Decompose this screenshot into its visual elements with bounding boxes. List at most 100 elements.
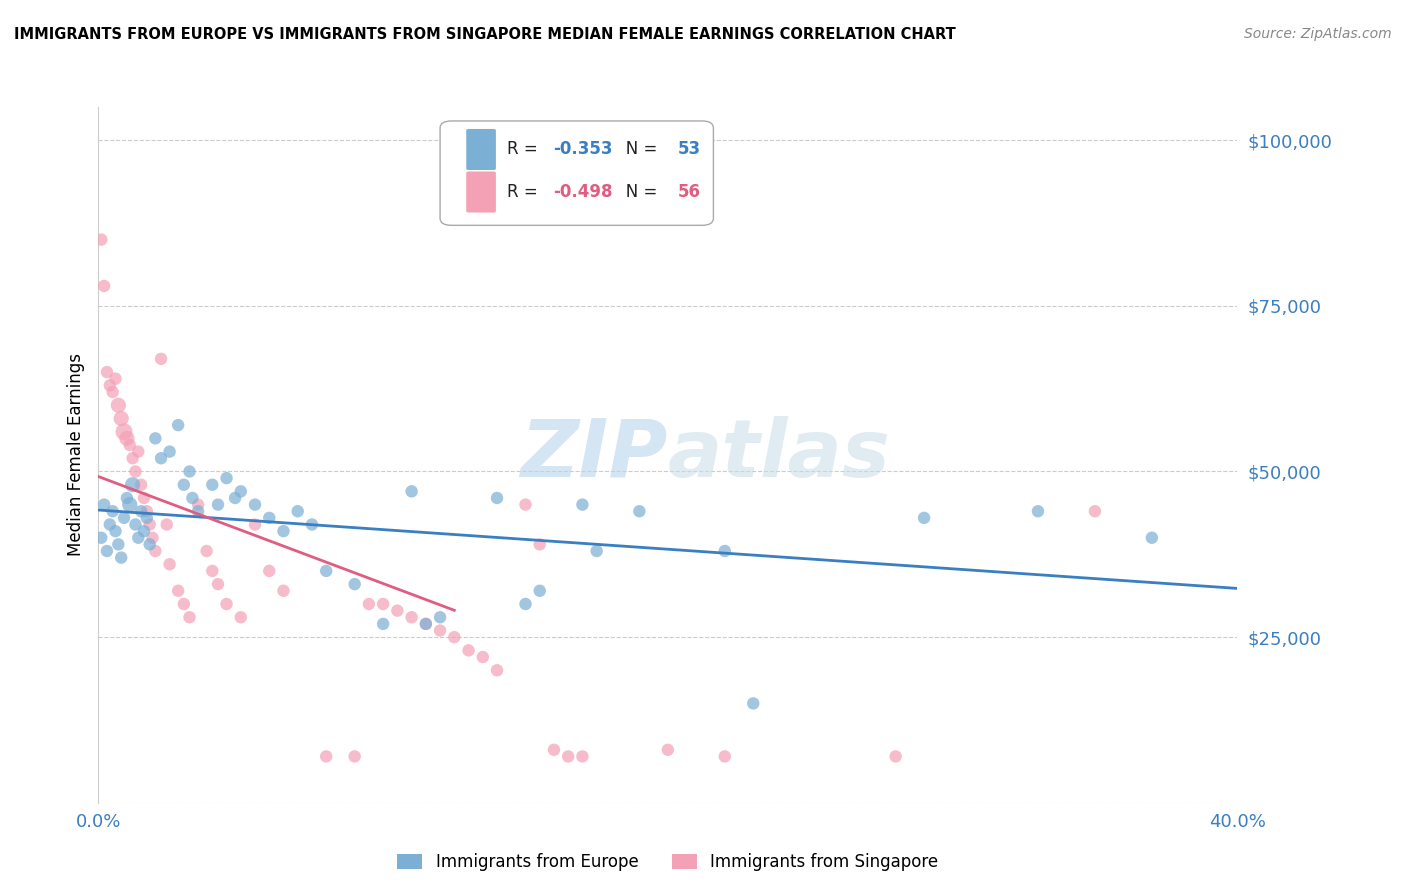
FancyBboxPatch shape: [467, 129, 496, 170]
Point: [443, 630, 465, 644]
Point: [415, 616, 437, 631]
Point: [585, 544, 607, 558]
Point: [259, 511, 281, 525]
Point: [104, 372, 127, 386]
Point: [224, 491, 246, 505]
Point: [187, 504, 209, 518]
Point: [118, 498, 141, 512]
Text: atlas: atlas: [668, 416, 890, 494]
Point: [145, 544, 167, 558]
Point: [98, 378, 121, 392]
Point: [107, 537, 129, 551]
Point: [1140, 531, 1163, 545]
Point: [273, 583, 295, 598]
Point: [373, 597, 395, 611]
Point: [138, 537, 160, 551]
Point: [167, 418, 190, 433]
Point: [90, 233, 112, 247]
Point: [714, 544, 737, 558]
Legend: Immigrants from Europe, Immigrants from Singapore: Immigrants from Europe, Immigrants from …: [391, 847, 945, 878]
Point: [181, 491, 204, 505]
Point: [93, 498, 115, 512]
Point: [127, 444, 149, 458]
Point: [315, 749, 337, 764]
Point: [121, 451, 143, 466]
Point: [401, 610, 423, 624]
Point: [115, 431, 138, 445]
Point: [714, 749, 737, 764]
Point: [179, 610, 201, 624]
Point: [90, 531, 112, 545]
Point: [486, 663, 509, 677]
Point: [486, 491, 509, 505]
Point: [118, 438, 141, 452]
Point: [207, 498, 229, 512]
Point: [124, 517, 146, 532]
Point: [259, 564, 281, 578]
Point: [101, 384, 124, 399]
Point: [124, 465, 146, 479]
Point: [129, 504, 152, 518]
Text: N =: N =: [610, 183, 662, 201]
Point: [195, 544, 218, 558]
Point: [110, 550, 132, 565]
Point: [357, 597, 380, 611]
Point: [301, 517, 323, 532]
Text: ZIP: ZIP: [520, 416, 668, 494]
Point: [1084, 504, 1107, 518]
Point: [93, 279, 115, 293]
Text: 56: 56: [678, 183, 702, 201]
Point: [107, 398, 129, 412]
Text: R =: R =: [508, 183, 543, 201]
Point: [110, 411, 132, 425]
Text: -0.353: -0.353: [553, 140, 613, 159]
Point: [243, 498, 266, 512]
Point: [912, 511, 935, 525]
Point: [457, 643, 479, 657]
Point: [571, 749, 593, 764]
Point: [215, 597, 238, 611]
Point: [657, 743, 679, 757]
Point: [543, 743, 565, 757]
Point: [215, 471, 238, 485]
Point: [135, 511, 157, 525]
Point: [112, 425, 135, 439]
Point: [145, 431, 167, 445]
Point: [127, 531, 149, 545]
Text: R =: R =: [508, 140, 543, 159]
Point: [141, 531, 163, 545]
Point: [1026, 504, 1049, 518]
Point: [129, 477, 152, 491]
Point: [201, 564, 224, 578]
Y-axis label: Median Female Earnings: Median Female Earnings: [66, 353, 84, 557]
Point: [884, 749, 907, 764]
Point: [287, 504, 309, 518]
Point: [138, 517, 160, 532]
Point: [132, 524, 155, 538]
Point: [96, 365, 118, 379]
Point: [121, 477, 143, 491]
Point: [112, 511, 135, 525]
FancyBboxPatch shape: [467, 171, 496, 212]
Point: [159, 444, 181, 458]
Point: [515, 597, 537, 611]
Point: [150, 451, 173, 466]
Text: 53: 53: [678, 140, 702, 159]
Point: [243, 517, 266, 532]
Point: [529, 583, 551, 598]
Point: [229, 484, 252, 499]
Point: [104, 524, 127, 538]
Point: [557, 749, 579, 764]
Point: [96, 544, 118, 558]
Point: [471, 650, 494, 665]
Point: [387, 604, 409, 618]
Text: -0.498: -0.498: [553, 183, 613, 201]
Point: [343, 577, 366, 591]
Point: [115, 491, 138, 505]
Point: [742, 697, 765, 711]
Point: [429, 610, 451, 624]
Point: [515, 498, 537, 512]
Point: [150, 351, 173, 366]
Point: [167, 583, 190, 598]
Point: [273, 524, 295, 538]
